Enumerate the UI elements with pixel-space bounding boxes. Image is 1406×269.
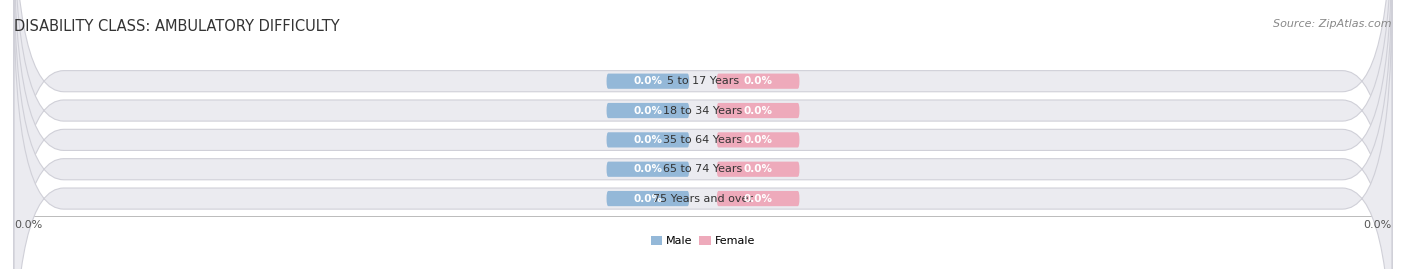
FancyBboxPatch shape (717, 103, 800, 118)
Text: 35 to 64 Years: 35 to 64 Years (664, 135, 742, 145)
Text: 5 to 17 Years: 5 to 17 Years (666, 76, 740, 86)
FancyBboxPatch shape (717, 162, 800, 177)
Text: 65 to 74 Years: 65 to 74 Years (664, 164, 742, 174)
FancyBboxPatch shape (14, 0, 1392, 269)
FancyBboxPatch shape (606, 191, 689, 206)
Text: Source: ZipAtlas.com: Source: ZipAtlas.com (1274, 19, 1392, 29)
Text: 18 to 34 Years: 18 to 34 Years (664, 105, 742, 115)
FancyBboxPatch shape (717, 132, 800, 147)
FancyBboxPatch shape (606, 162, 689, 177)
Text: 0.0%: 0.0% (1364, 220, 1392, 230)
FancyBboxPatch shape (14, 0, 1392, 269)
Text: 0.0%: 0.0% (633, 194, 662, 204)
Text: 0.0%: 0.0% (633, 135, 662, 145)
Text: 0.0%: 0.0% (744, 76, 773, 86)
FancyBboxPatch shape (717, 191, 800, 206)
Text: 0.0%: 0.0% (633, 105, 662, 115)
Text: DISABILITY CLASS: AMBULATORY DIFFICULTY: DISABILITY CLASS: AMBULATORY DIFFICULTY (14, 19, 340, 34)
Text: 75 Years and over: 75 Years and over (652, 194, 754, 204)
Text: 0.0%: 0.0% (744, 194, 773, 204)
FancyBboxPatch shape (14, 0, 1392, 269)
FancyBboxPatch shape (606, 103, 689, 118)
Text: 0.0%: 0.0% (744, 105, 773, 115)
FancyBboxPatch shape (14, 0, 1392, 269)
FancyBboxPatch shape (717, 74, 800, 89)
FancyBboxPatch shape (14, 0, 1392, 269)
FancyBboxPatch shape (606, 74, 689, 89)
Text: 0.0%: 0.0% (744, 164, 773, 174)
Text: 0.0%: 0.0% (633, 76, 662, 86)
Text: 0.0%: 0.0% (633, 164, 662, 174)
Text: 0.0%: 0.0% (744, 135, 773, 145)
Text: 0.0%: 0.0% (14, 220, 42, 230)
FancyBboxPatch shape (606, 132, 689, 147)
Legend: Male, Female: Male, Female (647, 231, 759, 250)
